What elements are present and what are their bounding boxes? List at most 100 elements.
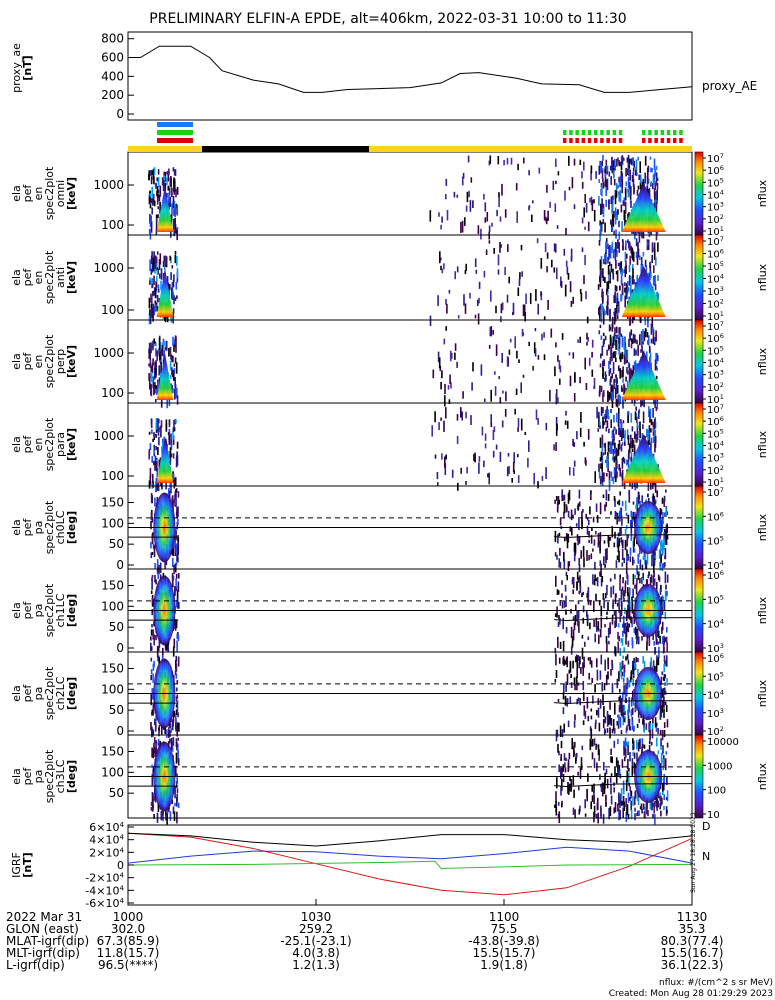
data-pixel	[608, 369, 611, 376]
data-pixel	[156, 251, 159, 255]
data-pixel	[566, 575, 568, 581]
data-pixel	[175, 578, 177, 590]
data-pixel	[659, 588, 662, 595]
data-pixel	[156, 467, 159, 478]
data-pixel	[593, 812, 595, 823]
data-pixel	[444, 395, 446, 407]
data-pixel	[577, 697, 580, 702]
data-pixel	[175, 543, 177, 553]
data-pixel	[646, 806, 648, 815]
data-pixel	[630, 452, 633, 460]
data-pixel	[627, 741, 630, 746]
data-pixel	[553, 267, 556, 273]
y-tick-label: 100	[101, 765, 124, 779]
data-pixel	[166, 312, 169, 323]
data-pixel	[567, 510, 570, 518]
data-pixel	[665, 531, 668, 543]
data-pixel	[587, 587, 590, 598]
data-pixel	[613, 379, 615, 390]
colorbar-tick-label: 103	[707, 642, 724, 655]
data-pixel	[662, 699, 664, 708]
igrf-series-line	[127, 846, 693, 864]
data-pixel	[560, 767, 562, 780]
data-pixel	[163, 255, 166, 261]
panel-frame	[127, 151, 693, 236]
data-pixel	[622, 713, 625, 719]
data-pixel	[609, 165, 612, 171]
data-pixel	[618, 538, 621, 547]
data-pixel	[590, 490, 592, 494]
data-pixel	[586, 332, 588, 340]
data-pixel	[648, 425, 651, 434]
data-pixel	[614, 189, 617, 199]
data-pixel	[172, 576, 174, 586]
data-pixel	[518, 278, 521, 286]
data-pixel	[614, 216, 617, 225]
data-pixel	[657, 242, 659, 252]
data-pixel	[555, 801, 557, 812]
data-pixel	[507, 244, 509, 252]
y-label-line: en	[32, 438, 45, 452]
data-pixel	[570, 646, 573, 655]
data-pixel	[622, 539, 624, 549]
data-pixel	[632, 751, 634, 756]
data-pixel	[167, 432, 170, 436]
data-pixel	[634, 790, 637, 799]
data-pixel	[544, 216, 547, 222]
data-pixel	[619, 809, 621, 820]
colorbar-tick-label: 106	[707, 510, 724, 523]
data-pixel	[618, 231, 621, 240]
data-pixel	[537, 418, 539, 425]
data-pixel	[631, 264, 634, 269]
data-pixel	[462, 391, 464, 399]
data-pixel	[175, 573, 178, 579]
data-pixel	[641, 227, 643, 239]
x-axis-row-label: MLT-igrf(dip)	[6, 946, 80, 960]
colorbar-tick-label: 102	[707, 213, 724, 226]
y-label-line: ela	[10, 185, 23, 202]
data-pixel	[606, 178, 609, 191]
data-pixel	[173, 169, 176, 176]
data-pixel	[618, 336, 621, 344]
data-pixel	[150, 493, 153, 503]
data-pixel	[631, 175, 634, 182]
data-pixel	[589, 657, 592, 665]
data-pixel	[596, 406, 598, 419]
data-pixel	[621, 661, 623, 670]
data-pixel	[625, 656, 627, 661]
data-pixel	[586, 341, 588, 346]
data-pixel	[177, 535, 179, 542]
data-pixel	[576, 664, 579, 669]
proxy-ae-frame	[127, 31, 693, 121]
colorbar	[694, 151, 704, 236]
loss-cone-line	[554, 617, 693, 622]
data-pixel	[616, 537, 619, 548]
data-pixel	[602, 306, 604, 312]
data-pixel	[628, 697, 630, 708]
data-pixel	[623, 197, 626, 203]
data-pixel	[152, 257, 154, 265]
data-pixel	[154, 563, 156, 569]
data-pixel	[580, 292, 583, 302]
data-pixel	[600, 578, 603, 587]
data-pixel	[613, 295, 615, 303]
data-pixel	[607, 536, 610, 548]
data-pixel	[598, 471, 601, 479]
data-pixel	[606, 584, 608, 595]
data-pixel	[153, 167, 156, 175]
data-pixel	[150, 646, 153, 651]
data-pixel	[160, 810, 163, 821]
data-pixel	[557, 397, 559, 404]
y-tick-label: 100	[101, 386, 124, 400]
data-pixel	[607, 306, 609, 316]
data-pixel	[168, 435, 170, 440]
data-pixel	[628, 719, 631, 730]
data-pixel	[601, 160, 603, 167]
data-pixel	[604, 659, 606, 671]
colorbar-label: nflux	[756, 179, 769, 207]
data-pixel	[645, 579, 648, 586]
data-pixel	[620, 420, 622, 431]
data-pixel	[587, 221, 590, 232]
data-pixel	[606, 778, 609, 789]
data-pixel	[656, 658, 658, 665]
